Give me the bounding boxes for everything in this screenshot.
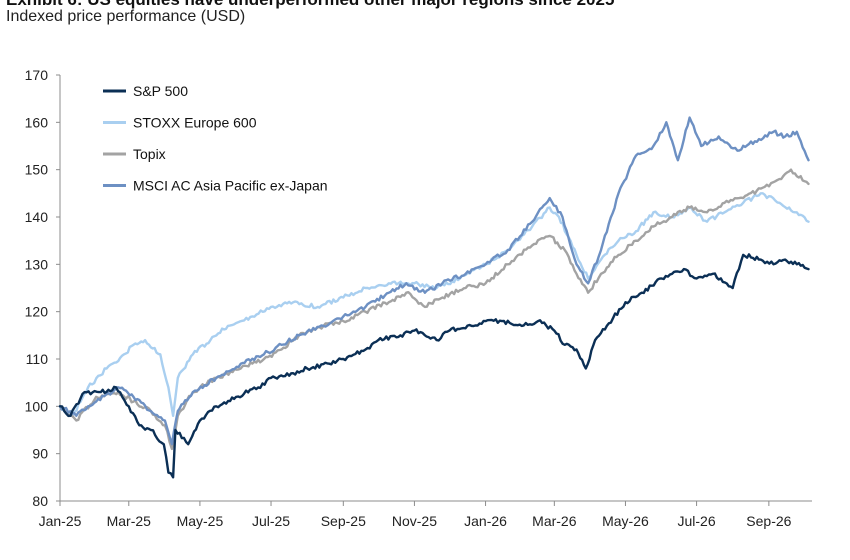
x-tick-label: May-25: [177, 513, 224, 529]
series-layer: [58, 116, 810, 479]
series-line-1: [58, 192, 810, 417]
x-tick-label: Sep-26: [746, 513, 791, 529]
y-tick-label: 160: [25, 114, 49, 130]
legend-label: STOXX Europe 600: [133, 115, 257, 131]
legend: S&P 500 STOXX Europe 600 Topix MSCI AC Asia…: [103, 83, 328, 194]
y-tick-label: 170: [25, 67, 49, 83]
x-tick-label: Nov-25: [392, 513, 437, 529]
series-line-3: [58, 116, 810, 446]
y-tick-label: 150: [25, 162, 49, 178]
y-tick-label: 140: [25, 209, 49, 225]
x-tick-label: Jan-25: [39, 513, 82, 529]
y-tick-label: 90: [32, 446, 48, 462]
y-tick-label: 130: [25, 256, 49, 272]
x-tick-label: Jul-26: [678, 513, 716, 529]
x-axis: Jan-25 Mar-25 May-25 Jul-25 Sep-25 Nov-25 Jan-…: [39, 500, 812, 529]
y-tick-label: 100: [25, 398, 49, 414]
series-line-2: [58, 168, 810, 451]
x-tick-label: May-26: [602, 513, 649, 529]
chart-title: Exhibit 6: US equities have underperform…: [6, 0, 614, 10]
x-tick-label: Jan-26: [464, 513, 507, 529]
x-tick-label: Mar-26: [532, 513, 577, 529]
chart-subtitle: Indexed price performance (USD): [6, 8, 246, 25]
y-tick-label: 110: [26, 351, 49, 367]
x-tick-label: Sep-25: [321, 513, 366, 529]
y-tick-label: 120: [25, 304, 49, 320]
series-line-0: [58, 253, 810, 479]
legend-label: MSCI AC Asia Pacific ex-Japan: [133, 178, 328, 194]
y-axis: 80 90 100 110 120 130 140 150 160 170: [25, 67, 61, 509]
legend-label: Topix: [133, 146, 166, 162]
y-tick-label: 80: [32, 493, 48, 509]
legend-label: S&P 500: [133, 83, 188, 99]
x-tick-label: Jul-25: [252, 513, 290, 529]
x-tick-label: Mar-25: [107, 513, 152, 529]
